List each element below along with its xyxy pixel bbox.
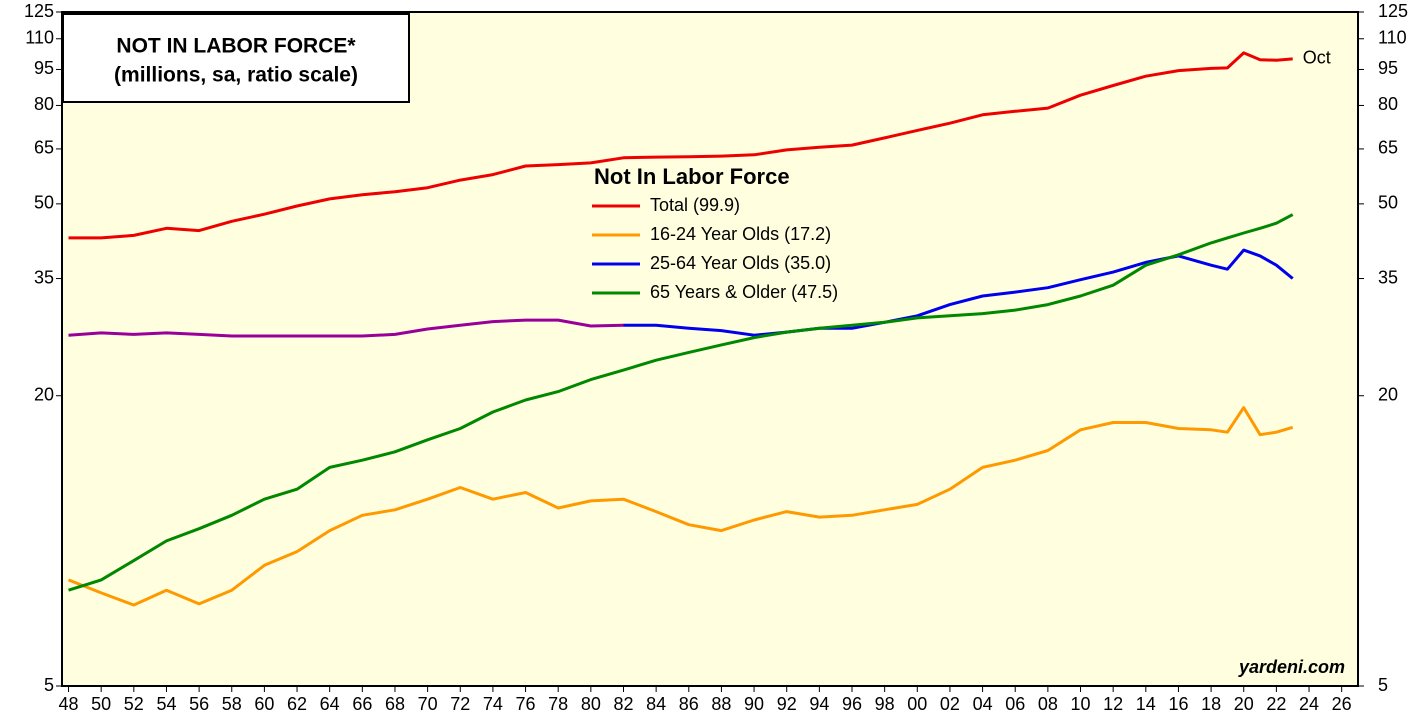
- x-tick-label: 78: [548, 694, 568, 714]
- x-tick-label: 84: [646, 694, 666, 714]
- x-tick-label: 74: [483, 694, 503, 714]
- legend-label: 65 Years & Older (47.5): [650, 282, 838, 302]
- series-line: [68, 213, 1294, 592]
- x-tick-label: 22: [1266, 694, 1286, 714]
- x-tick-label: 76: [516, 694, 536, 714]
- y2-tick-label: 80: [1378, 94, 1398, 114]
- x-tick-label: 16: [1168, 694, 1188, 714]
- x-tick-label: 56: [189, 694, 209, 714]
- series-line: [67, 406, 1294, 607]
- y-tick-label: 80: [34, 94, 54, 114]
- x-tick-label: 94: [809, 694, 829, 714]
- x-tick-label: 24: [1299, 694, 1319, 714]
- x-tick-label: 64: [320, 694, 340, 714]
- x-tick-label: 96: [842, 694, 862, 714]
- legend-title: Not In Labor Force: [594, 164, 790, 189]
- y2-tick-label: 20: [1378, 384, 1398, 404]
- x-tick-label: 70: [418, 694, 438, 714]
- y2-tick-label: 110: [1378, 28, 1407, 48]
- y-tick-label: 20: [34, 384, 54, 404]
- x-tick-label: 72: [450, 694, 470, 714]
- y2-tick-label: 35: [1378, 267, 1398, 287]
- y-tick-label: 125: [24, 1, 54, 21]
- x-tick-label: 12: [1103, 694, 1123, 714]
- y-tick-label: 35: [34, 267, 54, 287]
- x-tick-label: 88: [711, 694, 731, 714]
- series-line: [623, 248, 1294, 337]
- x-tick-label: 10: [1071, 694, 1091, 714]
- x-tick-label: 66: [352, 694, 372, 714]
- source: yardeni.com: [1238, 657, 1345, 677]
- series-line: [68, 318, 624, 338]
- x-tick-label: 00: [907, 694, 927, 714]
- x-tick-label: 08: [1038, 694, 1058, 714]
- x-tick-label: 68: [385, 694, 405, 714]
- y-tick-label: 95: [34, 58, 54, 78]
- x-tick-label: 80: [581, 694, 601, 714]
- x-tick-label: 58: [222, 694, 242, 714]
- x-tick-label: 52: [124, 694, 144, 714]
- series-line: [68, 51, 1293, 240]
- x-tick-label: 62: [287, 694, 307, 714]
- chart-subtitle: (millions, sa, ratio scale): [114, 64, 358, 87]
- x-tick-label: 90: [744, 694, 764, 714]
- x-tick-label: 50: [91, 694, 111, 714]
- x-tick-label: 60: [254, 694, 274, 714]
- title-box: [62, 13, 410, 103]
- x-tick-label: 18: [1201, 694, 1221, 714]
- x-tick-label: 02: [940, 694, 960, 714]
- chart-title: NOT IN LABOR FORCE*: [116, 35, 356, 58]
- x-tick-label: 86: [679, 694, 699, 714]
- y2-tick-label: 5: [1378, 675, 1388, 695]
- annotation: Oct: [1303, 48, 1331, 68]
- y2-tick-label: 95: [1378, 58, 1398, 78]
- y-tick-label: 5: [44, 675, 54, 695]
- x-tick-label: 92: [777, 694, 797, 714]
- y-tick-label: 110: [25, 28, 54, 48]
- x-tick-label: 20: [1234, 694, 1254, 714]
- x-tick-label: 98: [875, 694, 895, 714]
- legend-label: 16-24 Year Olds (17.2): [650, 224, 831, 244]
- y2-tick-label: 125: [1378, 1, 1408, 21]
- x-tick-label: 48: [59, 694, 79, 714]
- x-tick-label: 14: [1136, 694, 1156, 714]
- x-tick-label: 06: [1005, 694, 1025, 714]
- x-tick-label: 04: [973, 694, 993, 714]
- y2-tick-label: 65: [1378, 138, 1398, 158]
- x-tick-label: 54: [156, 694, 176, 714]
- y-tick-label: 50: [34, 193, 54, 213]
- x-tick-label: 26: [1332, 694, 1352, 714]
- y2-tick-label: 50: [1378, 193, 1398, 213]
- legend-label: Total (99.9): [650, 195, 740, 215]
- legend-label: 25-64 Year Olds (35.0): [650, 253, 831, 273]
- x-tick-label: 82: [613, 694, 633, 714]
- y-tick-label: 65: [34, 138, 54, 158]
